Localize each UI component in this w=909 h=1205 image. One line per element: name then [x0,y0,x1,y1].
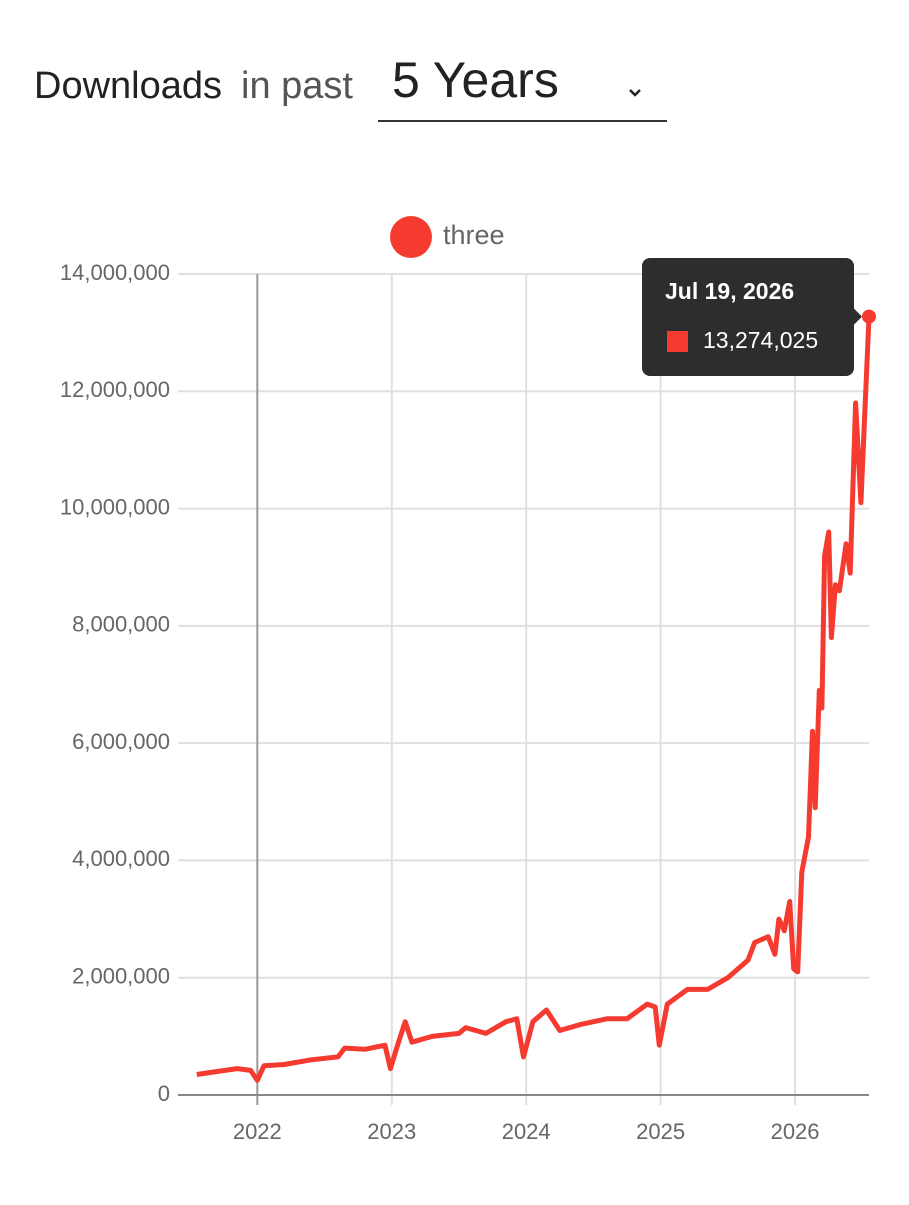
y-tick-label: 0 [158,1081,170,1106]
legend-label: three [443,220,505,250]
x-tick-label: 2023 [367,1119,416,1144]
y-tick-label: 14,000,000 [60,260,170,285]
header-connector: in past [241,65,353,107]
x-tick-label: 2025 [636,1119,685,1144]
y-tick-label: 6,000,000 [72,729,170,754]
tooltip-swatch [667,331,688,352]
tooltip-title: Jul 19, 2026 [665,278,794,304]
header-title: Downloads [34,65,222,107]
x-tick-label: 2024 [502,1119,551,1144]
tooltip-value: 13,274,025 [703,327,818,353]
y-tick-label: 12,000,000 [60,377,170,402]
tooltip-box [642,258,862,376]
line [196,316,872,1083]
y-tick-label: 8,000,000 [72,612,170,637]
y-tick-label: 2,000,000 [72,964,170,989]
period-value[interactable]: 5 Years [392,52,559,108]
hover-point [862,309,876,324]
y-tick-label: 4,000,000 [72,846,170,871]
period-select[interactable]: 5 Years [378,52,667,122]
legend-marker [390,216,432,258]
x-tick-label: 2022 [233,1119,282,1144]
y-tick-label: 10,000,000 [60,494,170,519]
x-tick-label: 2026 [771,1119,820,1144]
dropdown-arrow [629,89,641,97]
